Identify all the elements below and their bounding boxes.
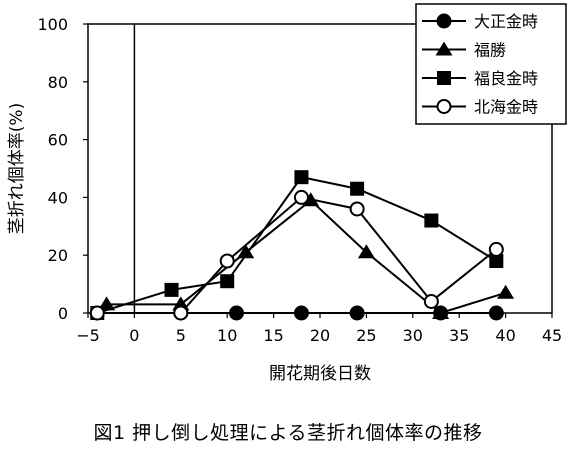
x-tick-label: 10 (217, 326, 237, 345)
series-3-point (489, 253, 504, 268)
series-1-point (488, 305, 504, 321)
y-tick-label: 20 (48, 246, 68, 265)
series-1-point (293, 305, 309, 321)
y-tick-label: 0 (58, 304, 68, 323)
tick-labels: −5 0 5 10 15 20 25 30 35 40 45 0 20 40 60 80 100 (37, 15, 562, 345)
series-4-point (173, 305, 189, 321)
x-tick-label: 15 (263, 326, 283, 345)
x-tick-label: 0 (129, 326, 139, 345)
series-4-point (219, 253, 235, 269)
x-tick-label: 25 (356, 326, 376, 345)
x-tick-label: 30 (403, 326, 423, 345)
x-tick-label: −5 (76, 326, 100, 345)
series-markers (89, 170, 515, 321)
series-3-point (164, 282, 179, 297)
y-tick-label: 40 (48, 188, 68, 207)
series-4-point (349, 201, 365, 217)
y-tick-label: 100 (37, 15, 68, 34)
legend-label: 大正金時 (474, 12, 538, 31)
legend-marker (436, 99, 452, 114)
series-3-point (350, 181, 365, 196)
y-tick-label: 80 (48, 73, 68, 92)
legend-label: 福良金時 (474, 69, 538, 88)
series-3-point (294, 170, 309, 185)
series-1-point (349, 305, 365, 321)
series-3-point (424, 213, 439, 228)
series-4-point (293, 189, 309, 205)
legend-marker (436, 13, 452, 29)
figure-caption: 図1 押し倒し処理による茎折れ個体率の推移 (93, 422, 483, 444)
y-axis-label: 茎折れ個体率(%) (7, 103, 27, 234)
series-2-point (237, 244, 255, 259)
x-tick-label: 20 (310, 326, 330, 345)
chart: −5 0 5 10 15 20 25 30 35 40 45 0 20 40 60 80 100 茎折れ個体率(… (7, 3, 567, 384)
series-2-point (432, 305, 450, 319)
x-tick-label: 45 (542, 326, 562, 345)
legend-label: 北海金時 (474, 98, 538, 117)
series-2-point (497, 284, 515, 299)
legend-label: 福勝 (474, 41, 506, 60)
y-tick-label: 60 (48, 131, 68, 150)
x-tick-label: 5 (176, 326, 186, 345)
series-2-point (357, 244, 375, 259)
series-4-point (89, 305, 105, 321)
x-tick-label: 35 (449, 326, 469, 345)
series-3-point (220, 274, 235, 289)
legend-marker (435, 41, 453, 56)
series-4-point (423, 293, 439, 309)
legend-marker (437, 71, 451, 85)
x-tick-label: 40 (495, 326, 515, 345)
x-axis-label: 開花期後日数 (269, 364, 371, 384)
series-1-point (228, 305, 244, 321)
series-4-point (488, 241, 504, 257)
